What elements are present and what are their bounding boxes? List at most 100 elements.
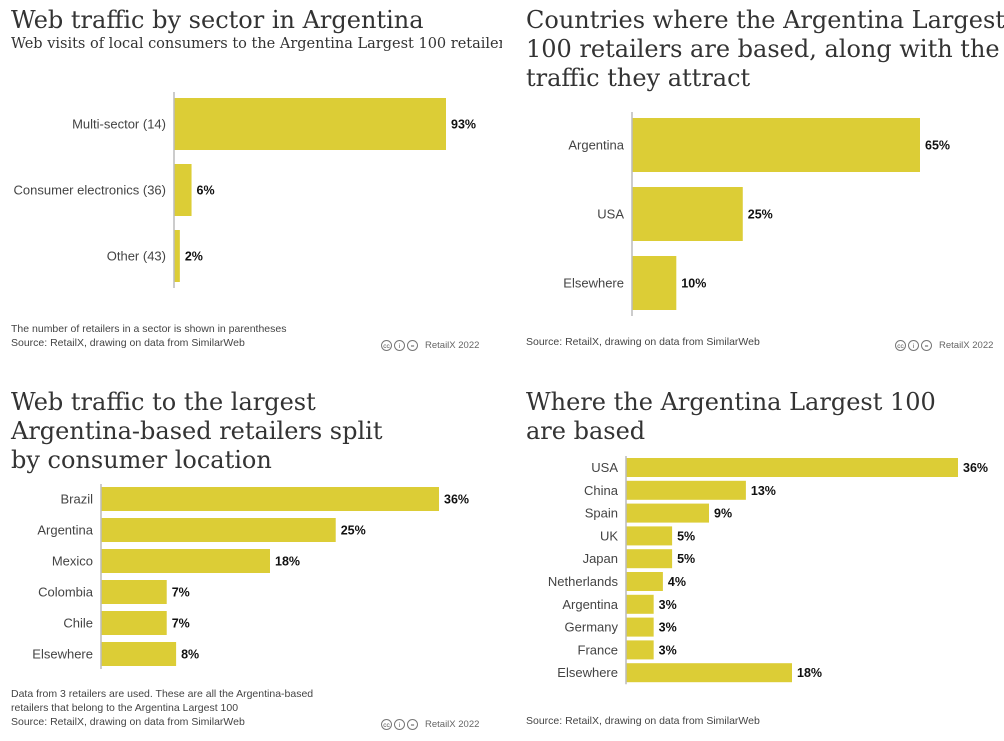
- title-line: 100 retailers are based, along with the: [526, 35, 1000, 63]
- license-badge: cc i = RetailX 2022: [381, 719, 479, 730]
- category-label: Germany: [565, 620, 619, 635]
- bar: [101, 642, 177, 666]
- creative-commons-icon: cc: [381, 340, 392, 351]
- value-label: 65%: [925, 139, 950, 153]
- category-label: Elsewhere: [32, 647, 93, 662]
- bar: [101, 518, 336, 542]
- title-line: by consumer location: [11, 446, 272, 474]
- value-label: 25%: [748, 208, 773, 222]
- category-label: Colombia: [38, 585, 94, 600]
- category-label: Elsewhere: [557, 665, 618, 680]
- value-label: 18%: [797, 666, 822, 680]
- bar: [101, 580, 167, 604]
- bar-chart-countries-traffic: Argentina 65% USA 25% Elsewhere 10%: [563, 112, 950, 316]
- category-label: Multi-sector (14): [72, 117, 166, 132]
- bar: [101, 549, 270, 573]
- bar: [626, 549, 673, 569]
- chart-panel-consumer-location: Web traffic to the largest Argentina-bas…: [0, 370, 502, 741]
- bar-chart-sector: Multi-sector (14) 93% Consumer electronics…: [14, 92, 476, 288]
- title-line: traffic they attract: [526, 64, 751, 92]
- chart-note: retailers that belong to the Argentina L…: [11, 702, 239, 714]
- value-label: 18%: [275, 555, 300, 569]
- chart-panel-sector: Web traffic by sector in Argentina Web v…: [0, 0, 502, 370]
- title-line: Countries where the Argentina Largest: [526, 6, 1004, 34]
- bar: [626, 526, 673, 546]
- bar: [174, 98, 446, 150]
- bar-chart-retailer-base: USA 36% China 13% Spain 9% UK 5% Japan 5% Netherla…: [548, 456, 988, 685]
- category-label: Spain: [585, 506, 618, 521]
- chart-note: Data from 3 retailers are used. These ar…: [11, 688, 314, 700]
- chart-source: Source: RetailX, drawing on data from Si…: [526, 715, 760, 727]
- category-label: USA: [591, 460, 618, 475]
- category-label: China: [584, 483, 619, 498]
- category-label: Japan: [583, 551, 618, 566]
- bar: [101, 487, 439, 511]
- category-label: France: [578, 642, 618, 657]
- value-label: 10%: [681, 277, 706, 291]
- chart-source: Source: RetailX, drawing on data from Si…: [11, 716, 245, 728]
- no-derivatives-icon: =: [407, 719, 418, 730]
- value-label: 5%: [677, 529, 695, 543]
- credit-text: RetailX 2022: [425, 340, 480, 351]
- value-label: 4%: [668, 575, 686, 589]
- category-label: USA: [597, 207, 624, 222]
- chart-source: Source: RetailX, drawing on data from Si…: [11, 337, 245, 349]
- value-label: 7%: [172, 586, 190, 600]
- bar: [174, 230, 180, 282]
- value-label: 13%: [751, 484, 776, 498]
- value-label: 6%: [197, 184, 215, 198]
- bar: [632, 118, 920, 172]
- value-label: 25%: [341, 524, 366, 538]
- bar: [626, 594, 654, 614]
- chart-title: Countries where the Argentina Largest 10…: [526, 6, 1004, 93]
- value-label: 93%: [451, 118, 476, 132]
- title-line: Where the Argentina Largest 100: [526, 388, 936, 416]
- category-label: Argentina: [37, 523, 93, 538]
- bar: [626, 617, 654, 637]
- title-line: Web traffic to the largest: [11, 388, 316, 416]
- bar: [626, 503, 709, 523]
- category-label: Brazil: [60, 492, 93, 507]
- attribution-icon: i: [908, 340, 919, 351]
- bar: [632, 256, 677, 310]
- value-label: 36%: [963, 461, 988, 475]
- title-line: Argentina-based retailers split: [11, 417, 383, 445]
- chart-panel-retailer-base: Where the Argentina Largest 100 are base…: [502, 370, 1004, 741]
- value-label: 8%: [181, 648, 199, 662]
- no-derivatives-icon: =: [407, 340, 418, 351]
- chart-title: Web traffic to the largest Argentina-bas…: [11, 388, 382, 475]
- license-badge: cc i = RetailX 2022: [895, 340, 993, 351]
- attribution-icon: i: [394, 340, 405, 351]
- bar: [626, 458, 958, 477]
- value-label: 7%: [172, 617, 190, 631]
- value-label: 3%: [659, 643, 677, 657]
- bar: [626, 640, 654, 660]
- license-badge: cc i = RetailX 2022: [381, 340, 479, 351]
- bar: [626, 572, 663, 591]
- bar: [626, 663, 792, 683]
- attribution-icon: i: [394, 719, 405, 730]
- chart-title: Web traffic by sector in Argentina: [11, 6, 424, 34]
- chart-panel-countries-traffic: Countries where the Argentina Largest 10…: [502, 0, 1004, 370]
- bar: [626, 480, 746, 500]
- creative-commons-icon: cc: [381, 719, 392, 730]
- category-label: Elsewhere: [563, 276, 624, 291]
- no-derivatives-icon: =: [921, 340, 932, 351]
- chart-source: Source: RetailX, drawing on data from Si…: [526, 336, 760, 348]
- category-label: UK: [600, 528, 618, 543]
- category-label: Argentina: [562, 597, 618, 612]
- value-label: 9%: [714, 507, 732, 521]
- value-label: 3%: [659, 621, 677, 635]
- category-label: Argentina: [568, 138, 624, 153]
- credit-text: RetailX 2022: [939, 340, 994, 351]
- value-label: 2%: [185, 250, 203, 264]
- credit-text: RetailX 2022: [425, 719, 480, 730]
- value-label: 3%: [659, 598, 677, 612]
- category-label: Other (43): [107, 249, 166, 264]
- chart-note: The number of retailers in a sector is s…: [11, 323, 287, 335]
- bar-chart-consumer-location: Brazil 36% Argentina 25% Mexico 18% Colombia 7%…: [32, 484, 469, 669]
- value-label: 36%: [444, 493, 469, 507]
- value-label: 5%: [677, 552, 695, 566]
- category-label: Mexico: [52, 554, 93, 569]
- category-label: Consumer electronics (36): [14, 183, 166, 198]
